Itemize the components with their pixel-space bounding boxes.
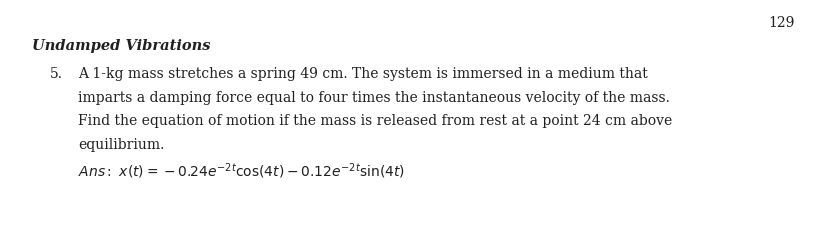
Text: imparts a damping force equal to four times the instantaneous velocity of the ma: imparts a damping force equal to four ti…	[78, 90, 669, 105]
Text: 129: 129	[767, 16, 794, 30]
Text: Undamped Vibrations: Undamped Vibrations	[32, 39, 210, 53]
Text: equilibrium.: equilibrium.	[78, 137, 165, 151]
Text: A 1-kg mass stretches a spring 49 cm. The system is immersed in a medium that: A 1-kg mass stretches a spring 49 cm. Th…	[78, 67, 647, 81]
Text: 5.: 5.	[50, 67, 63, 81]
Text: Find the equation of motion if the mass is released from rest at a point 24 cm a: Find the equation of motion if the mass …	[78, 114, 672, 128]
Text: $\mathit{Ans}\mathit{:}\ \mathit{x}(\mathit{t}) = -0.24e^{-2t}\cos(4t) - 0.12e^{: $\mathit{Ans}\mathit{:}\ \mathit{x}(\mat…	[78, 161, 404, 181]
